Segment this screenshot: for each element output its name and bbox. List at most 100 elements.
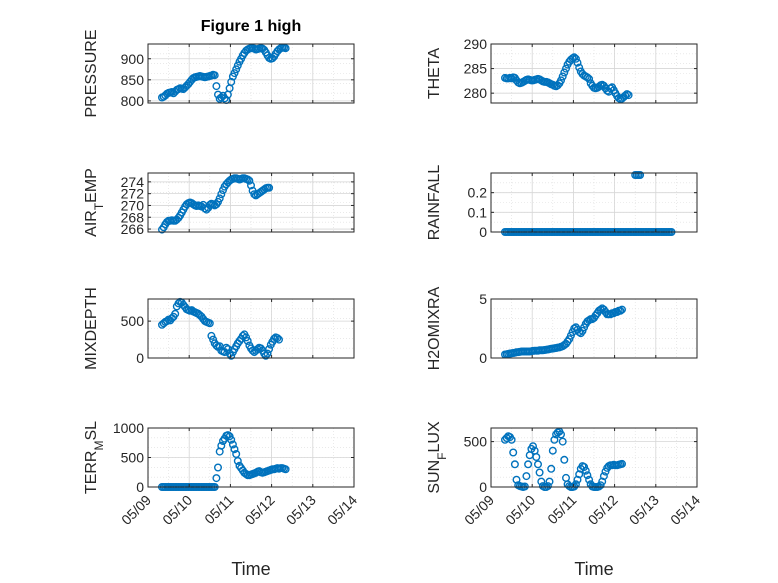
subplot-h2omixra: 0 5 H2OMIXRA [426,286,698,370]
data-point [228,440,237,449]
data-point [213,463,222,472]
data-point [585,74,594,83]
data-point [571,54,580,63]
data-point [534,460,543,469]
y-tick-label: 266 [121,221,145,237]
data-point [571,480,580,489]
data-point [548,446,557,455]
data-point [212,341,221,350]
data-point [246,181,255,190]
data-point [510,460,519,469]
y-tick-label: 0.2 [468,185,488,201]
y-axis-label: THETA [426,48,443,100]
data-point [233,457,242,466]
data-point [230,445,239,454]
data-point [618,305,627,314]
y-axis-label: SUNFLUX [426,421,449,494]
y-tick-label: 290 [464,36,488,52]
x-tick-label: 05/10 [159,492,195,528]
data-point [557,430,566,439]
x-tick-label: 05/11 [544,492,580,528]
data-point [222,343,231,352]
series-markers [157,297,284,360]
data-point [560,68,569,77]
axes-frame [147,172,355,233]
data-point [599,472,608,481]
y-tick-label: 0 [479,224,487,240]
data-point [273,334,282,343]
data-point [581,466,590,475]
data-point [261,351,270,360]
data-point [535,468,544,477]
data-point [275,335,284,344]
x-tick-label: 05/12 [242,492,278,528]
data-point [217,441,226,450]
data-point [281,44,290,53]
data-point [212,474,221,483]
y-tick-label: 1000 [113,420,144,436]
data-point [558,437,567,446]
data-point [227,351,236,360]
data-point [550,435,559,444]
axes-frame [490,172,698,233]
data-point [227,435,236,444]
subplot-terr_msl: 05/09 05/10 05/11 05/12 05/13 05/14 0 500 1000 TE… [83,420,360,528]
series-markers [501,304,627,359]
data-point [502,434,511,443]
data-point [507,435,516,444]
data-point [575,470,584,479]
y-tick-label: 500 [464,434,488,450]
figure-title: Figure 1 high [201,18,301,35]
y-tick-label: 800 [121,93,145,109]
data-point [621,91,630,100]
subplot-grid: 800 850 900 PRESSURE 280 285 290 THETA 266268270… [83,29,703,527]
x-tick-label: 05/10 [502,492,538,528]
data-point [265,183,274,192]
x-tick-label: 05/14 [324,492,360,528]
data-point [232,450,241,459]
data-point [243,175,252,184]
series-markers [157,174,274,234]
data-point [217,190,226,199]
data-point [558,72,567,81]
data-point [215,194,224,203]
data-point [543,482,552,491]
data-point [573,58,582,67]
y-tick-label: 5 [479,291,487,307]
data-point [573,475,582,484]
x-tick-label: 05/14 [667,492,703,528]
y-tick-label: 0 [136,479,144,495]
y-axis-label: MIXDEPTH [83,287,100,370]
data-point [560,455,569,464]
data-point [212,82,221,91]
data-point [532,453,541,462]
data-point [583,73,592,82]
y-tick-label: 272 [121,186,145,202]
data-point [245,176,254,185]
data-point [233,61,242,70]
data-point [270,334,279,343]
data-point [232,65,241,74]
data-point [616,306,625,315]
data-point [174,299,183,308]
y-tick-label: 0 [479,350,487,366]
series-markers [501,53,633,104]
data-point [618,459,627,468]
data-point [562,64,571,73]
data-point [547,464,556,473]
y-tick-label: 270 [121,197,145,213]
data-point [210,71,219,80]
axes-frame [147,43,355,104]
subplot-pressure: 800 850 900 PRESSURE [83,29,355,118]
data-point [580,463,589,472]
data-point [557,76,566,85]
data-point [545,477,554,486]
y-axis-label: AIRTEMP [83,168,106,237]
x-tick-label: 05/13 [283,492,319,528]
y-tick-label: 500 [121,313,145,329]
subplot-rainfall: 0 0.1 0.2 RAINFALL [426,165,698,240]
data-point [205,319,214,328]
y-tick-label: 285 [464,61,488,77]
data-point [585,475,594,484]
data-point [253,345,262,354]
